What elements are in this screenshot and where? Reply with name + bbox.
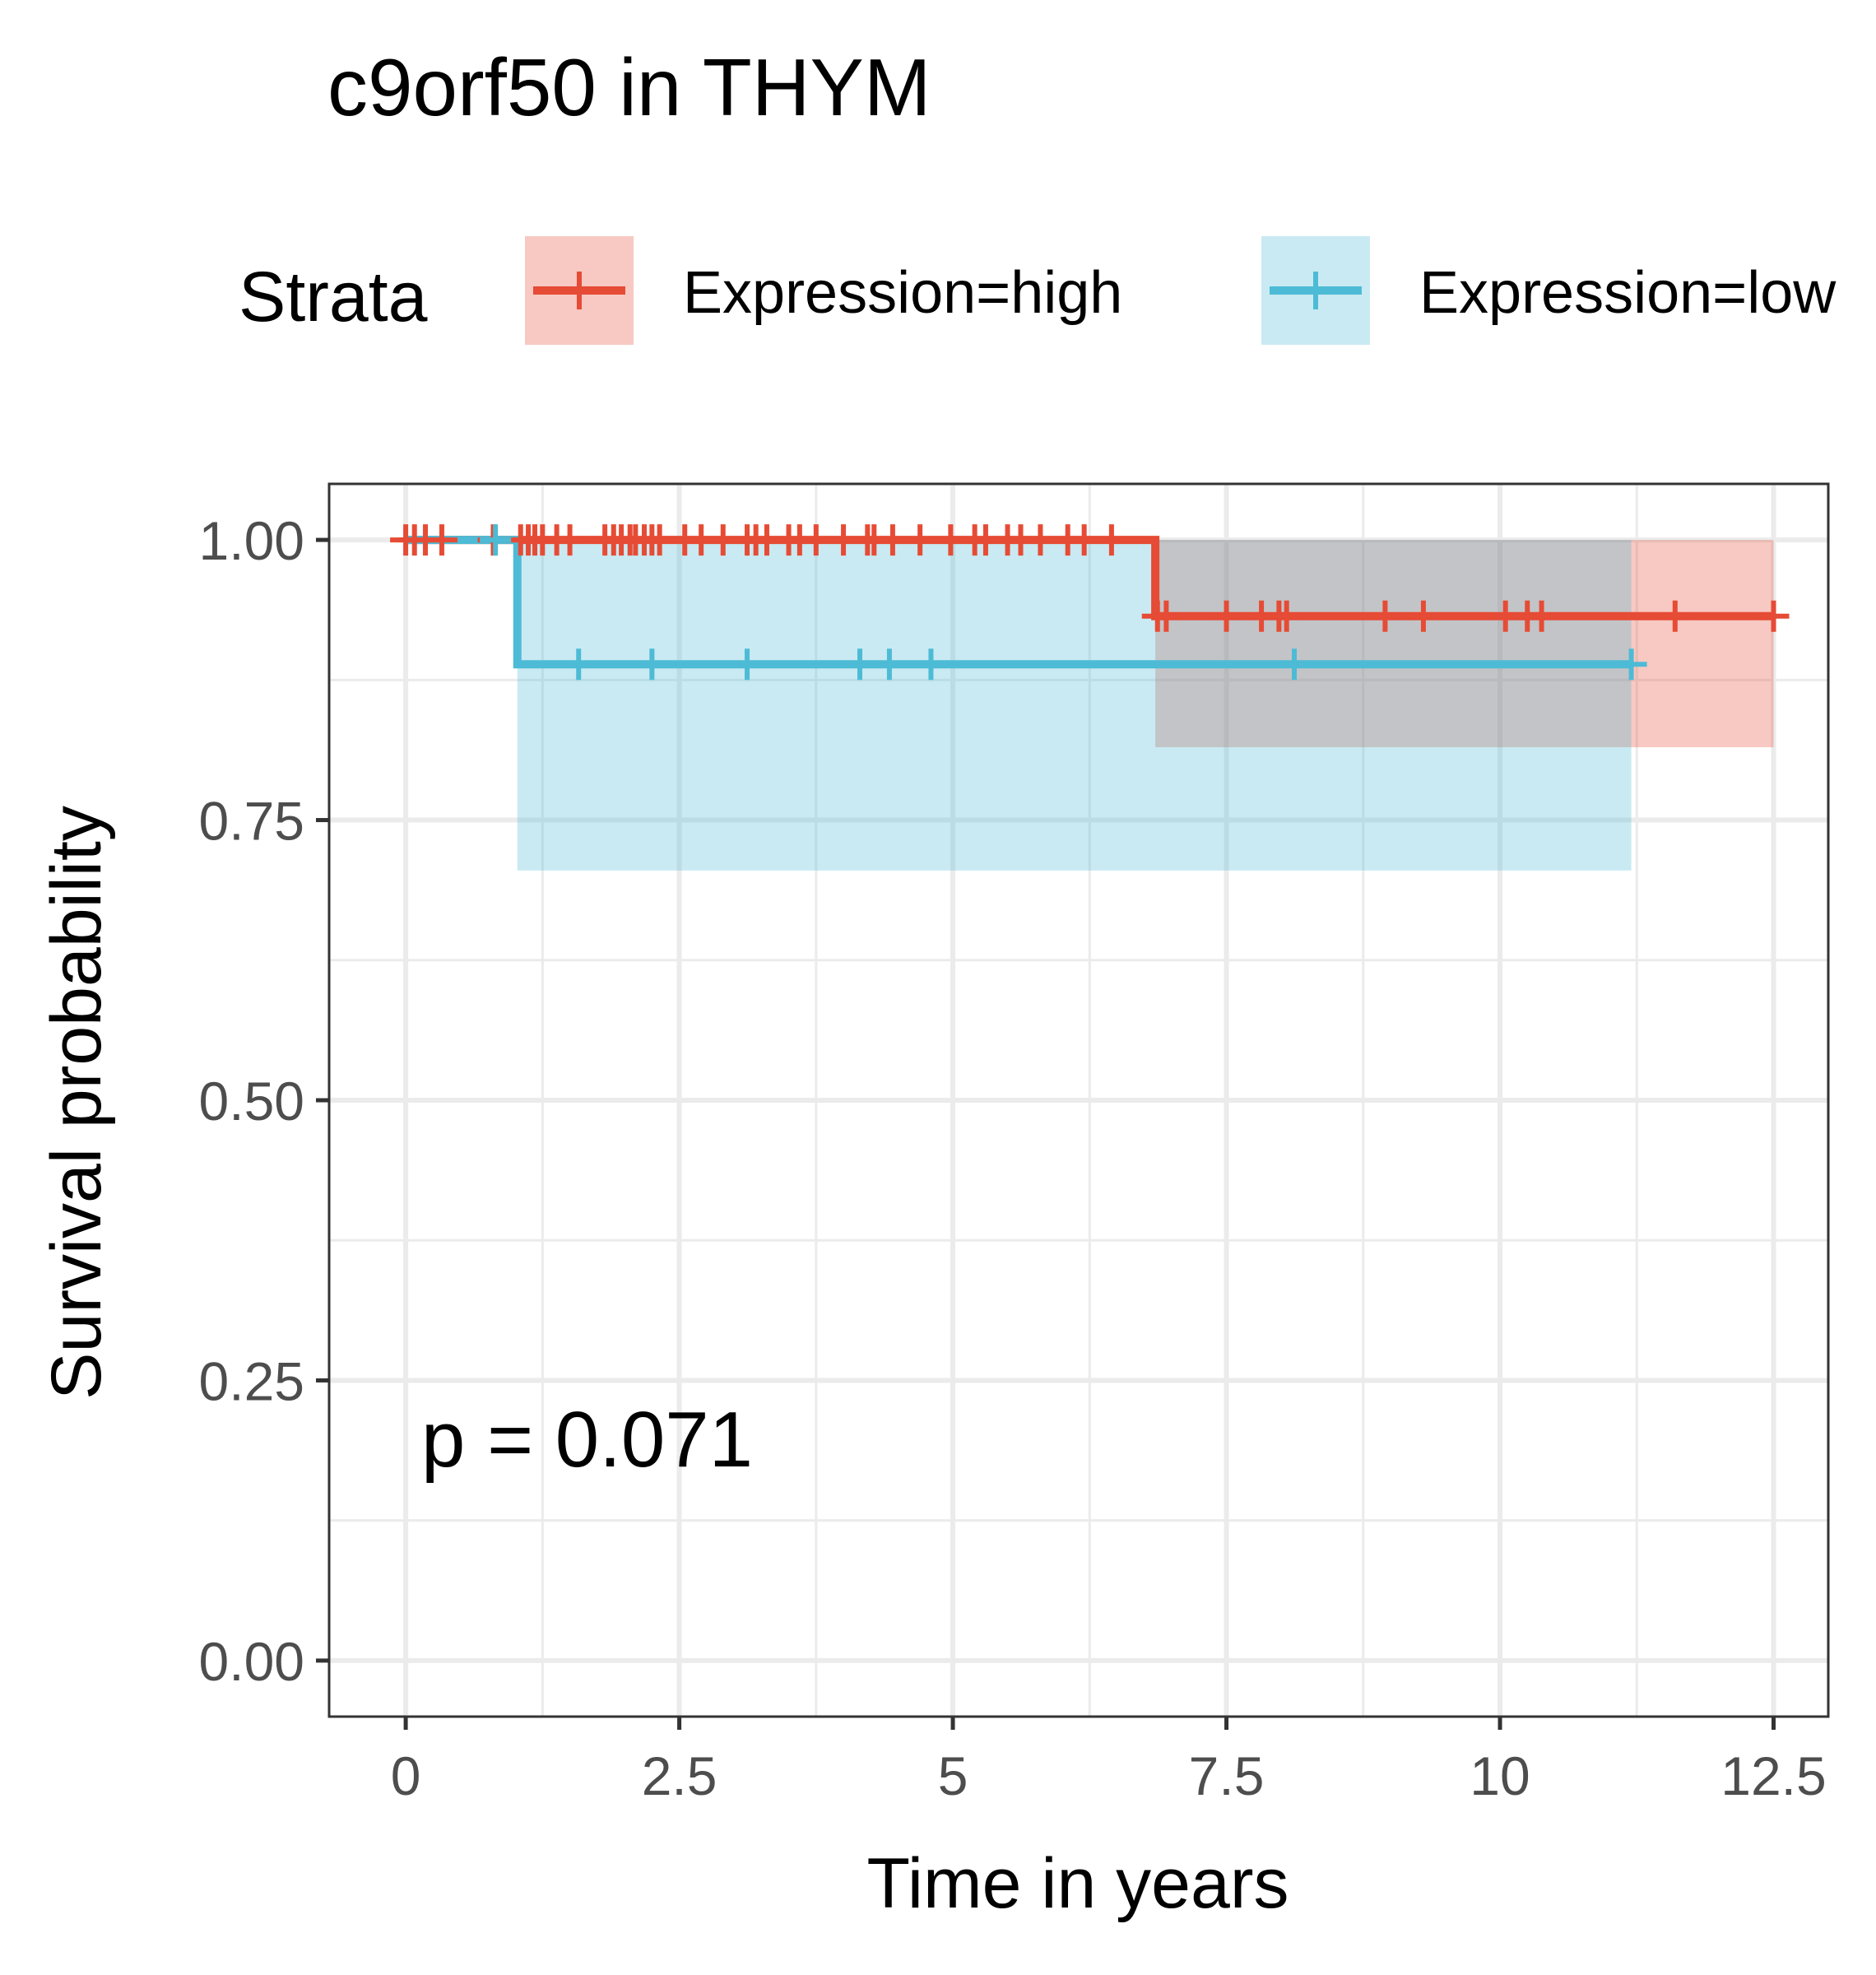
y-tick-label: 0.25: [199, 1350, 304, 1411]
censor-mark-low: [731, 648, 764, 681]
censor-mark-low: [563, 648, 595, 681]
confidence-bands: [517, 540, 1774, 871]
censor-mark-high: [1659, 600, 1691, 632]
legend-label-high: Expression=high: [683, 260, 1122, 326]
legend-label-low: Expression=low: [1419, 260, 1837, 326]
p-value-annotation: p = 0.071: [421, 1396, 753, 1484]
y-tick-label: 0.50: [199, 1071, 304, 1132]
legend-title: Strata: [239, 258, 428, 337]
censor-mark-high: [1525, 600, 1558, 632]
censor-mark-high: [1210, 600, 1242, 632]
x-tick-label: 0: [391, 1745, 421, 1806]
censor-mark-high: [1369, 600, 1401, 632]
chart-title: c9orf50 in THYM: [327, 42, 931, 132]
x-tick-label: 5: [938, 1745, 968, 1806]
censor-mark-high: [554, 524, 586, 556]
censor-mark-low: [480, 524, 512, 556]
y-axis-label: Survival probability: [37, 806, 116, 1400]
y-tick-label: 0.75: [199, 791, 304, 852]
grid-lines: [329, 484, 1828, 1717]
censor-mark-low: [873, 648, 905, 681]
censor-mark-high: [1150, 600, 1182, 632]
legend-key-low: [1261, 236, 1370, 345]
censor-mark-high: [1095, 524, 1127, 556]
survival-curve-low: [406, 536, 1632, 669]
ci-band-high: [1155, 540, 1774, 748]
censor-mark-low: [1278, 648, 1310, 681]
censor-mark-low: [1615, 648, 1647, 681]
censor-mark-high: [1407, 600, 1439, 632]
x-axis-label: Time in years: [867, 1844, 1289, 1923]
legend: Expression=high Expression=low: [525, 236, 1837, 345]
censor-mark-high: [1024, 524, 1056, 556]
legend-key-high: [525, 236, 634, 345]
censor-mark-low: [636, 648, 668, 681]
censor-mark-high: [876, 524, 908, 556]
x-tick-label: 2.5: [642, 1745, 717, 1806]
x-tick-label: 10: [1470, 1745, 1530, 1806]
censor-mark-high: [1068, 524, 1100, 556]
censor-mark-high: [425, 524, 457, 556]
axes: 0 2.5 5 7.5 10 12.5 0.00 0.25 0.50 0.75 1.00: [199, 510, 1827, 1806]
censor-mark-high: [800, 524, 832, 556]
y-tick-label: 0.00: [199, 1631, 304, 1692]
censor-mark-high: [1758, 600, 1790, 632]
censor-marks: [390, 524, 1790, 681]
x-tick-label: 12.5: [1720, 1745, 1826, 1806]
ci-band-low: [517, 540, 1632, 871]
y-tick-label: 1.00: [199, 510, 304, 571]
censor-mark-high: [904, 524, 936, 556]
censor-mark-low: [844, 648, 876, 681]
censor-mark-low: [915, 648, 947, 681]
x-tick-label: 7.5: [1189, 1745, 1265, 1806]
censor-mark-high: [1270, 600, 1303, 632]
